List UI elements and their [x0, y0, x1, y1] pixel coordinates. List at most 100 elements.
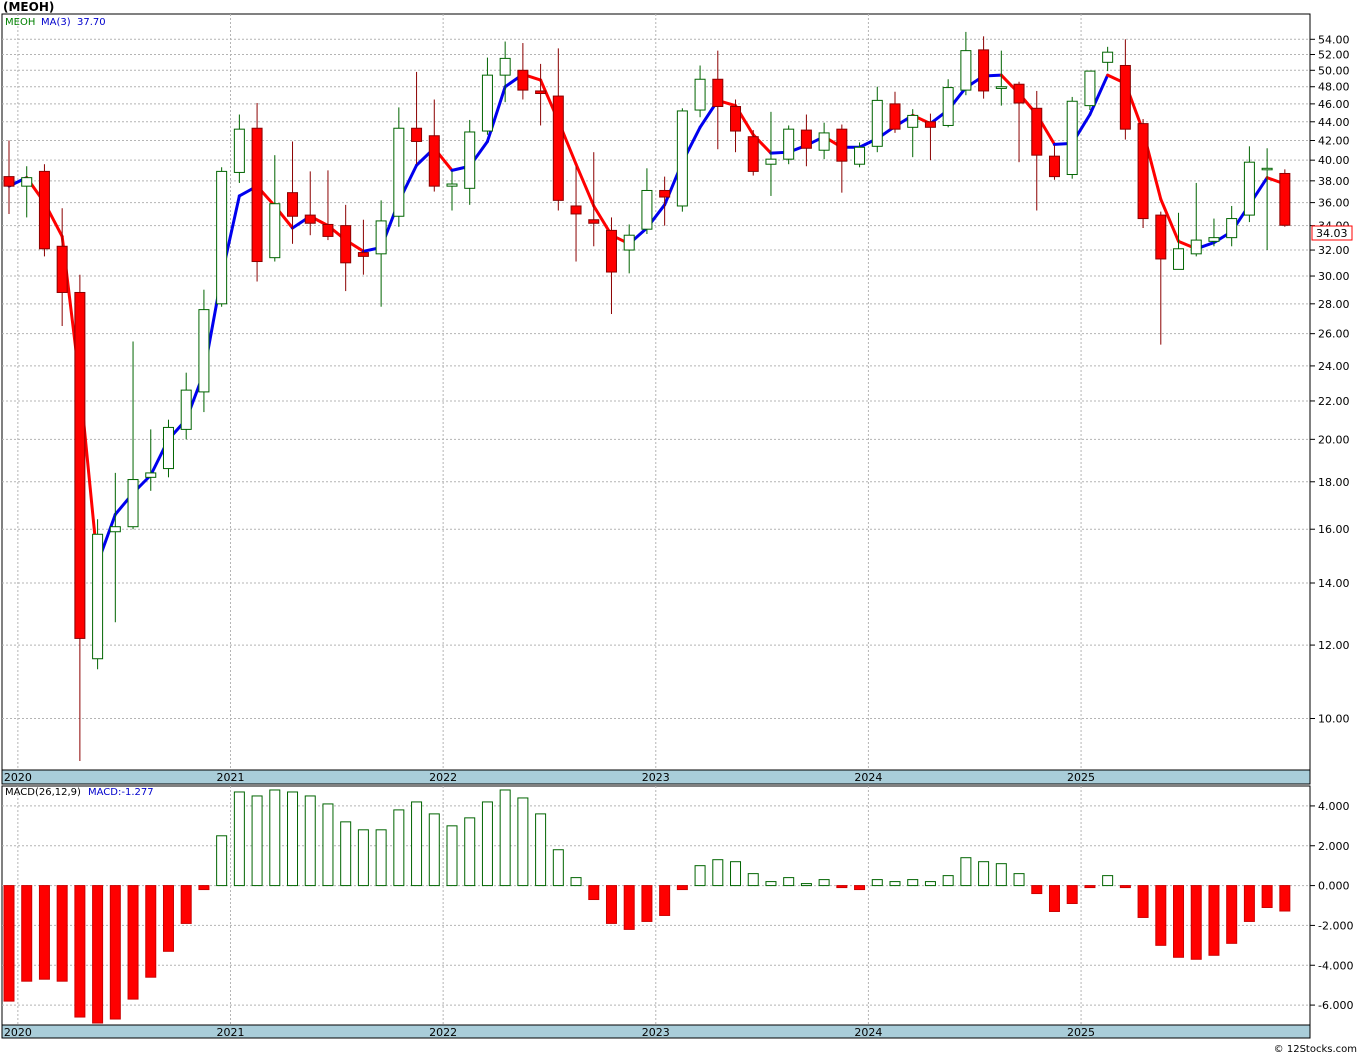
candle-body-up [676, 110, 688, 207]
macd-bar-negative [1226, 885, 1238, 944]
candle-body-down [357, 252, 369, 257]
macd-tick-label: 4.000 [1318, 800, 1350, 813]
candle-body-up [1066, 100, 1078, 176]
price-year-labels: 2020 2021 2022 2023 2024 2025 [4, 771, 1095, 784]
candle-body-up [1173, 248, 1185, 270]
macd-tick-label: -4.000 [1318, 959, 1353, 972]
macd-bar-negative [38, 885, 50, 980]
macd-bar-negative [1208, 885, 1220, 956]
macd-bar-negative [3, 885, 15, 1002]
candle-body-up [127, 479, 139, 528]
last-price-box [1311, 225, 1353, 241]
macd-bar-negative [109, 885, 121, 1020]
macd-year-label: 2024 [854, 1026, 882, 1039]
macd-bar-positive [535, 813, 547, 887]
price-year-label: 2022 [429, 771, 457, 784]
macd-year-label: 2020 [4, 1026, 32, 1039]
candle-body-down [411, 127, 423, 142]
macd-bar-positive [517, 797, 529, 887]
macd-bar-positive [446, 825, 458, 887]
macd-bar-positive [765, 881, 777, 887]
macd-bar-positive [924, 881, 936, 887]
macd-bar-positive [375, 829, 387, 887]
macd-year-label: 2025 [1067, 1026, 1095, 1039]
candle-body-up [995, 86, 1007, 89]
candle-body-up [233, 128, 245, 173]
macd-bar-negative [836, 885, 848, 889]
price-tick-label: 14.00 [1318, 577, 1350, 590]
ma3-segment [1088, 73, 1110, 117]
macd-bar-negative [74, 885, 86, 1018]
price-tick-label: 20.00 [1318, 433, 1350, 446]
candle-body-down [836, 128, 848, 162]
price-tick-label: 32.00 [1318, 244, 1350, 257]
macd-bar-positive [712, 859, 724, 887]
macd-bar-negative [145, 885, 157, 978]
macd-bar-positive [322, 803, 334, 887]
macd-bar-positive [978, 861, 990, 887]
candle-body-up [21, 177, 33, 187]
candle-body-down [712, 78, 724, 108]
price-year-label: 2025 [1067, 771, 1095, 784]
macd-bar-positive [1013, 873, 1025, 887]
candle-body-up [446, 183, 458, 187]
chart-title: (MEOH) [3, 0, 54, 14]
candle-body-up [1084, 70, 1096, 107]
macd-bar-negative [162, 885, 174, 952]
macd-bar-negative [56, 885, 68, 982]
macd-bar-positive [393, 809, 405, 887]
candle-body-up [942, 87, 954, 126]
price-tick-label: 42.00 [1318, 135, 1350, 148]
candle-body-down [605, 229, 617, 273]
macd-bar-positive [694, 865, 706, 887]
macd-bar-positive [889, 881, 901, 887]
candle-body-down [924, 121, 936, 128]
price-tick-label: 18.00 [1318, 476, 1350, 489]
ma3-segment [485, 85, 507, 143]
macd-bar-negative [623, 885, 635, 930]
macd-bar-positive [269, 789, 281, 887]
candle-body-up [623, 234, 635, 251]
macd-bar-negative [198, 885, 210, 891]
macd-bar-negative [1279, 885, 1291, 912]
price-tick-label: 50.00 [1318, 64, 1350, 77]
candle-body-up [1243, 161, 1255, 216]
macd-year-label: 2023 [642, 1026, 670, 1039]
macd-bar-positive [570, 877, 582, 887]
price-axis: 54.00 52.00 50.00 48.00 46.00 44.00 42.00 40.00… [1310, 33, 1350, 726]
macd-bar-positive [411, 801, 423, 887]
candle-body-down [304, 214, 316, 224]
candle-body-down [322, 223, 334, 237]
candle-body-up [854, 146, 866, 165]
candle-body-down [588, 219, 600, 224]
candle-body-up [1261, 167, 1273, 171]
macd-bar-negative [854, 885, 866, 891]
macd-bar-positive [871, 879, 883, 887]
macd-bar-negative [1031, 885, 1043, 895]
candle-body-up [92, 533, 104, 660]
candle-body-down [978, 49, 990, 92]
candle-body-up [393, 127, 405, 217]
candle-body-down [56, 245, 68, 293]
macd-bar-positive [783, 877, 795, 887]
price-year-label: 2024 [854, 771, 882, 784]
price-tick-label: 22.00 [1318, 395, 1350, 408]
footer-credit: © 12Stocks.com [1274, 1044, 1357, 1055]
price-year-label: 2020 [4, 771, 32, 784]
candle-body-down [1013, 83, 1025, 104]
macd-year-label: 2022 [429, 1026, 457, 1039]
price-tick-label: 48.00 [1318, 81, 1350, 94]
price-year-label: 2021 [217, 771, 245, 784]
macd-bar-positive [800, 883, 812, 887]
macd-bar-positive [251, 795, 263, 887]
ma3-segment [1159, 197, 1181, 243]
macd-bar-positive [340, 821, 352, 887]
macd-legend-value: MACD:-1.277 [88, 787, 154, 798]
candle-body-up [109, 526, 121, 533]
macd-bar-positive [747, 873, 759, 887]
candle-body-down [3, 176, 15, 187]
macd-bar-positive [216, 835, 228, 887]
candle-body-down [889, 103, 901, 130]
candle-body-up [960, 50, 972, 91]
